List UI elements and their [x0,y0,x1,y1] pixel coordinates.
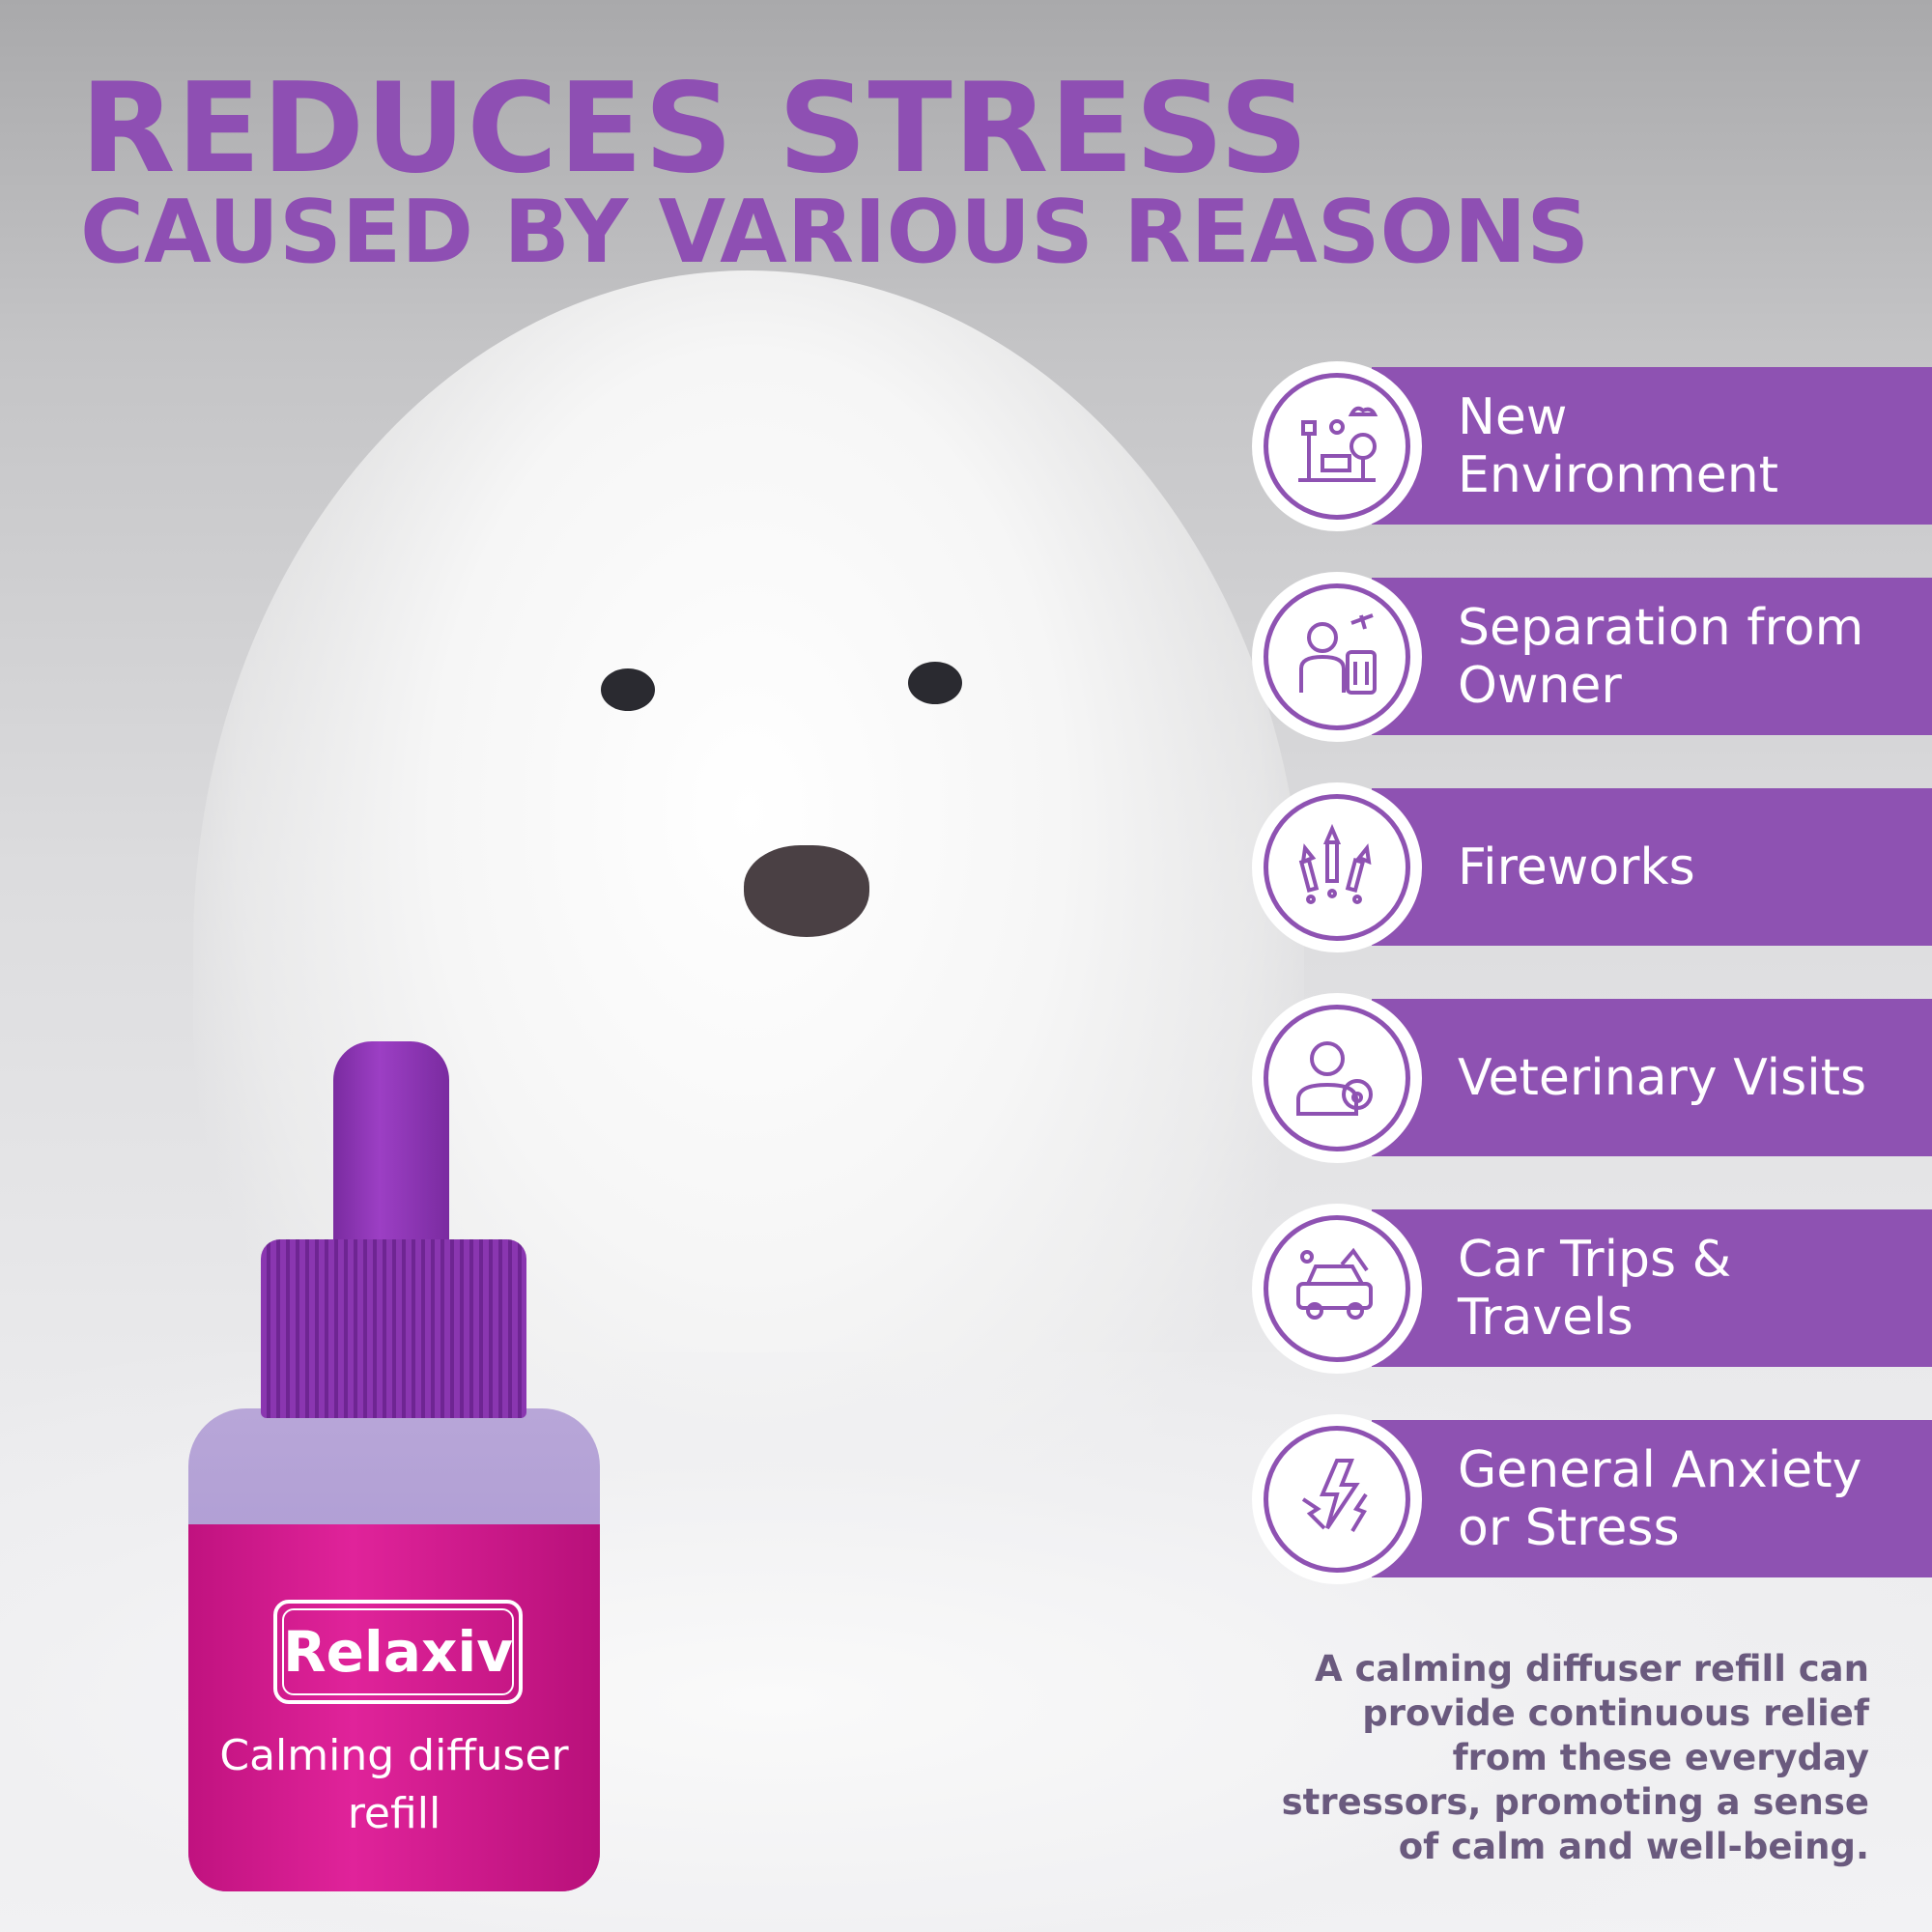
fireworks-icon [1298,823,1372,904]
reason-label: Fireworks [1458,838,1695,896]
headline-title: REDUCES STRESS [80,57,1310,201]
description-line: from these everyday [1452,1737,1869,1778]
product-name-line: refill [347,1789,441,1838]
reason-icon-badge [1252,993,1422,1163]
description-line: of calm and well-being. [1398,1826,1869,1867]
reason-banner: Car Trips & Travels [1372,1209,1932,1367]
reason-label: Separation from Owner [1458,598,1864,715]
reason-icon-badge [1252,782,1422,952]
reason-banner: Separation from Owner [1372,578,1932,735]
bottle-dropper [333,1041,449,1264]
brand-logo: Relaxiv [273,1600,523,1704]
description-line: provide continuous relief [1362,1692,1869,1734]
reason-label: New Environment [1458,387,1779,504]
dog-nose [744,845,869,937]
reason-label: Car Trips & Travels [1458,1230,1732,1347]
reason-label: Veterinary Visits [1458,1048,1867,1107]
car-icon [1296,1247,1373,1320]
dog-eye-left [601,668,655,711]
reason-icon-badge [1252,1204,1422,1374]
headline-subtitle: CAUSED BY VARIOUS REASONS [80,182,1590,283]
product-name-line: Calming diffuser [219,1731,569,1780]
description-line: stressors, promoting a sense [1281,1781,1869,1823]
product-name: Calming diffuser refill [188,1727,600,1843]
reason-banner: Veterinary Visits [1372,999,1932,1156]
description-text: A calming diffuser refill can provide co… [1282,1647,1869,1869]
lightning-icon [1301,1459,1368,1533]
reason-icon-badge [1252,572,1422,742]
reason-icon-badge [1252,361,1422,531]
vet-icon [1296,1041,1373,1116]
park-icon [1298,406,1378,482]
reason-banner: Fireworks [1372,788,1932,946]
bottle-cap [261,1239,526,1418]
reason-icon-badge [1252,1414,1422,1584]
person-luggage-icon [1299,613,1377,695]
description-line: A calming diffuser refill can [1314,1648,1869,1690]
bottle-label: Relaxiv Calming diffuser refill [188,1524,600,1891]
reason-label: General Anxiety or Stress [1458,1440,1862,1557]
reason-banner: General Anxiety or Stress [1372,1420,1932,1577]
dog-eye-right [908,662,962,704]
reason-banner: New Environment [1372,367,1932,525]
product-bottle: Relaxiv Calming diffuser refill [188,1041,600,1891]
